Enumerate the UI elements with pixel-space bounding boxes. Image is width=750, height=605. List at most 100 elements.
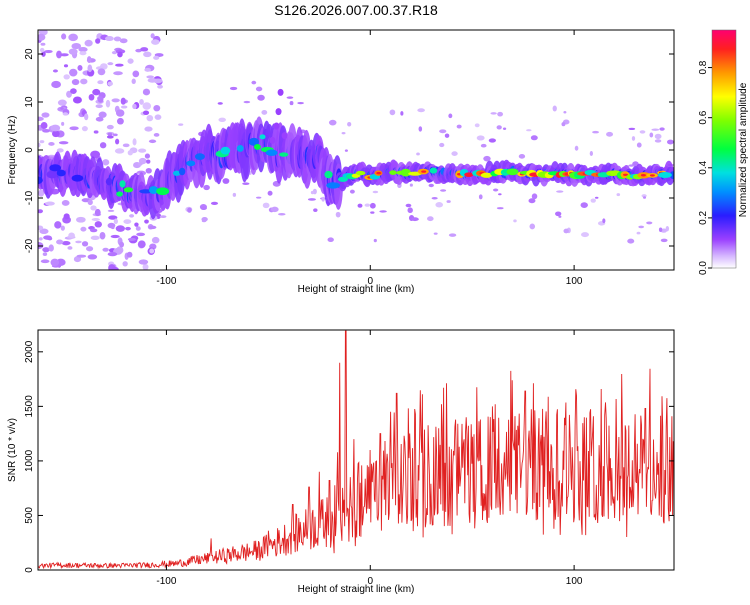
spectrogram-noise-blob (313, 208, 318, 212)
spectrogram-noise-blob (106, 124, 114, 130)
spectrogram-noise-blob (201, 216, 208, 222)
spectrogram-noise-blob (120, 105, 128, 109)
spectrogram-noise-blob (142, 102, 152, 110)
spectrogram-hotspot (326, 182, 341, 189)
spectrogram-noise-blob (48, 142, 55, 146)
spectrogram-noise-blob (418, 126, 423, 132)
spectrogram-noise-blob (555, 211, 562, 217)
spectrogram-noise-blob (38, 33, 46, 41)
spectrogram-noise-blob (61, 199, 70, 206)
spectrogram-noise-blob (57, 99, 67, 106)
spectrogram-noise-blob (68, 232, 75, 238)
spectrogram-noise-blob (80, 226, 87, 232)
spectrogram-noise-blob (146, 114, 154, 122)
spectrogram-peak (466, 173, 472, 176)
snr-xtick-label: 0 (367, 576, 373, 587)
spectrogram-hotspot (324, 170, 333, 179)
spectrogram-noise-blob (642, 196, 647, 199)
snr-ytick-label: 500 (24, 507, 35, 524)
spectrogram-noise-blob (60, 225, 65, 231)
spectrogram-ytick-label: -10 (24, 190, 35, 205)
spectrogram-noise-blob (90, 205, 97, 211)
spectrogram-noise-blob (574, 145, 579, 151)
spectrogram-ytick-label: 20 (24, 48, 35, 60)
spectrogram-noise-blob (222, 178, 230, 184)
spectrogram-noise-blob (616, 193, 621, 197)
spectrogram-noise-blob (38, 209, 43, 214)
spectrogram-noise-blob (448, 113, 453, 119)
spectrogram-noise-blob (105, 36, 114, 42)
spectrogram-noise-blob (120, 97, 126, 105)
spectrogram-noise-blob (407, 207, 413, 214)
spectrogram-noise-blob (41, 112, 50, 118)
spectrogram-noise-blob (72, 96, 82, 104)
spectrogram-ytick-label: 0 (24, 147, 35, 153)
spectrogram-peak (421, 170, 427, 173)
spectrogram-noise-blob (111, 98, 120, 103)
snr-xlabel: Height of straight line (km) (298, 584, 415, 595)
spectrogram-noise-blob (119, 38, 128, 44)
spectrogram-noise-blob (140, 47, 149, 52)
spectrogram-noise-blob (480, 143, 487, 148)
spectrogram-noise-blob (38, 237, 43, 241)
spectrogram-noise-blob (400, 111, 404, 116)
spectrogram-noise-blob (70, 88, 77, 94)
spectrogram-noise-blob (344, 149, 348, 152)
spectrogram-noise-blob (42, 247, 50, 253)
spectrogram-noise-blob (513, 219, 517, 223)
spectrogram-noise-blob (255, 196, 262, 199)
spectrogram-xtick-label: 100 (566, 276, 583, 287)
spectrogram-noise-blob (76, 254, 87, 258)
spectrogram-noise-blob (71, 43, 82, 50)
spectrogram-noise-blob (102, 159, 110, 166)
spectrogram-noise-blob (60, 107, 64, 110)
spectrogram-noise-blob (38, 142, 41, 148)
spectrogram-noise-blob (255, 86, 263, 92)
spectrogram-noise-blob (563, 228, 569, 234)
spectrogram-hotspot (400, 168, 412, 177)
spectrogram-hotspot (116, 191, 123, 197)
spectrogram-noise-blob (531, 193, 538, 200)
spectrogram-noise-blob (142, 88, 151, 96)
spectrogram-noise-blob (552, 105, 557, 112)
spectrogram-noise-blob (478, 194, 483, 200)
spectrogram-noise-blob (135, 226, 141, 231)
spectrogram-noise-blob (261, 110, 268, 115)
spectrogram-noise-blob (270, 206, 279, 213)
spectrogram-noise-blob (50, 124, 61, 132)
spectrogram-noise-blob (113, 71, 123, 76)
figure-title: S126.2026.007.00.37.R18 (274, 2, 438, 18)
spectrogram-noise-blob (94, 221, 102, 228)
spectrogram-noise-blob (116, 117, 124, 125)
spectrogram-noise-blob (114, 148, 125, 154)
spectrogram-noise-blob (127, 237, 136, 241)
spectrogram-noise-blob (529, 223, 536, 230)
spectrogram-noise-blob (92, 88, 101, 96)
spectrogram-noise-blob (153, 55, 160, 60)
spectrogram-noise-blob (87, 254, 98, 260)
spectrogram-noise-blob (39, 47, 45, 53)
spectrogram-noise-blob (77, 64, 83, 71)
spectrogram-noise-blob (97, 68, 106, 76)
spectrogram-noise-blob (54, 221, 62, 229)
spectrogram-noise-blob (232, 192, 237, 197)
snr-ytick-label: 1500 (24, 395, 35, 418)
snr-frame (37, 329, 675, 571)
spectrogram-noise-blob (93, 130, 99, 134)
spectrogram-noise-blob (357, 203, 363, 208)
spectrogram-hotspot (156, 187, 170, 196)
spectrogram-noise-blob (307, 198, 316, 201)
spectrogram-noise-blob (628, 164, 635, 167)
spectrogram-noise-blob (129, 214, 135, 218)
spectrogram-noise-blob (113, 36, 122, 42)
spectrogram-noise-blob (97, 80, 104, 85)
spectrogram-noise-blob (111, 51, 118, 55)
spectrogram-noise-blob (297, 101, 304, 105)
spectrogram-noise-blob (110, 234, 120, 239)
spectrogram-noise-blob (474, 123, 480, 128)
spectrogram-noise-blob (349, 189, 355, 194)
spectrogram-noise-blob (372, 190, 379, 194)
